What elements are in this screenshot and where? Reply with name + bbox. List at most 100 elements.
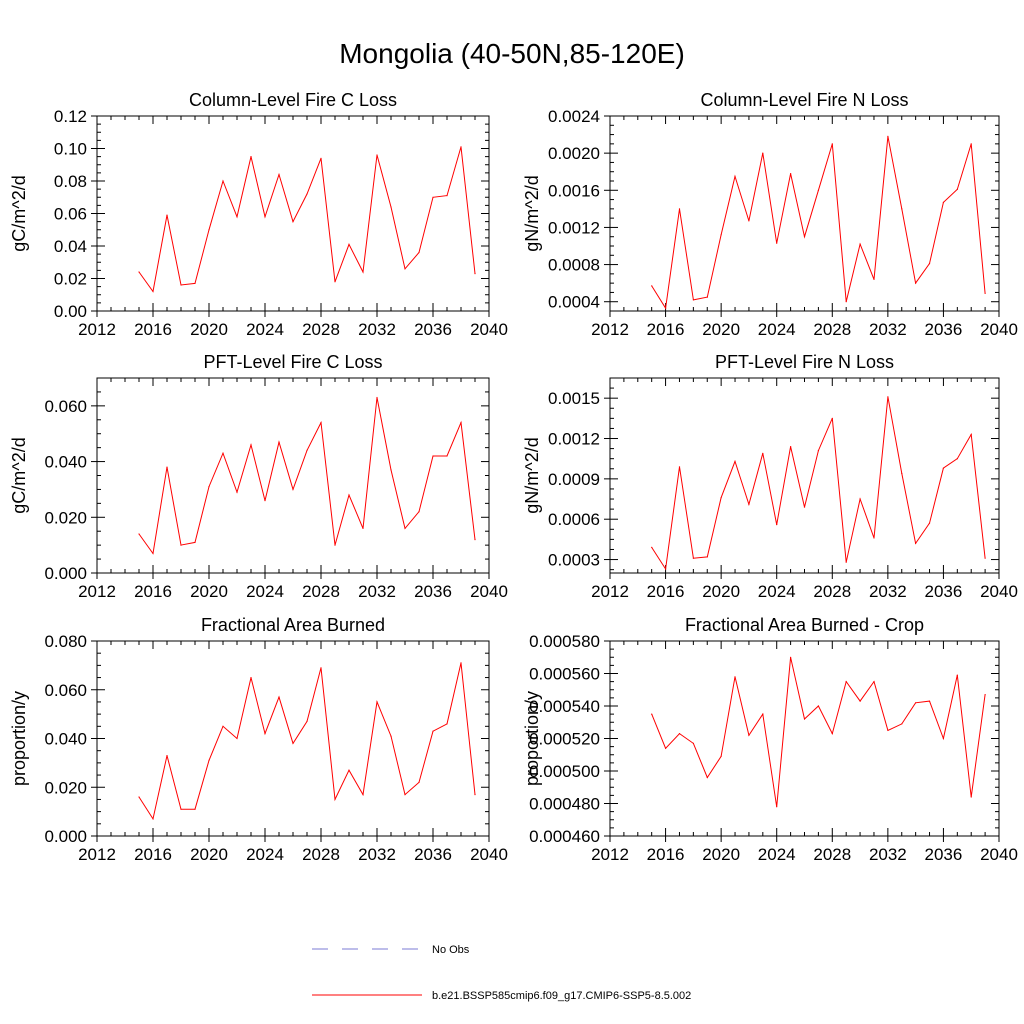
x-tick-label: 2028 xyxy=(302,845,340,864)
y-tick-label: 0.02 xyxy=(54,270,87,289)
x-tick-label: 2016 xyxy=(647,582,685,601)
data-point xyxy=(376,154,378,156)
data-point xyxy=(306,193,308,195)
x-tick-label: 2036 xyxy=(414,845,452,864)
data-point xyxy=(928,522,931,524)
data-point xyxy=(776,242,778,244)
chart-panel-1: Column-Level Fire C Loss gC/m^2/d 2012 2016… xyxy=(9,90,508,339)
data-point xyxy=(222,452,224,454)
chart-panel-3: PFT-Level Fire C Loss gC/m^2/d 2012 2016 202… xyxy=(9,352,508,601)
data-point xyxy=(845,561,847,563)
data-point xyxy=(734,175,736,177)
x-tick-label: 2028 xyxy=(302,320,340,339)
chart-panel-4: PFT-Level Fire N Loss gN/m^2/d 2012 2016 202… xyxy=(522,352,1018,601)
data-point xyxy=(432,455,434,457)
y-tick-label: 0.020 xyxy=(44,508,87,527)
y-tick-label: 0.08 xyxy=(54,172,87,191)
x-tick-label: 2012 xyxy=(78,845,116,864)
x-tick-label: 2036 xyxy=(414,582,452,601)
data-point xyxy=(817,450,820,452)
y-tick-label: 0.0016 xyxy=(548,181,600,200)
y-axis-label: gN/m^2/d xyxy=(522,437,542,513)
y-tick-label: 0.0012 xyxy=(548,218,600,237)
chart-panel-5: Fractional Area Burned proportion/y 2012 20… xyxy=(9,615,508,864)
data-point xyxy=(845,681,847,683)
data-point xyxy=(376,701,378,703)
x-tick-label: 2020 xyxy=(702,582,740,601)
x-tick-label: 2024 xyxy=(758,582,796,601)
data-point xyxy=(180,544,182,546)
data-point xyxy=(692,557,695,559)
data-point xyxy=(446,195,448,197)
data-point xyxy=(320,422,322,424)
x-tick-label: 2024 xyxy=(758,845,796,864)
data-point xyxy=(320,157,322,159)
data-point xyxy=(292,488,294,490)
data-point xyxy=(706,556,708,558)
x-tick-label: 2032 xyxy=(869,582,907,601)
x-tick-label: 2028 xyxy=(813,320,851,339)
data-point xyxy=(887,396,889,398)
data-point xyxy=(166,466,168,468)
data-point xyxy=(984,694,986,696)
x-tick-label: 2012 xyxy=(78,320,116,339)
x-tick-label: 2036 xyxy=(925,582,963,601)
y-tick-label: 0.040 xyxy=(44,453,87,472)
y-tick-label: 0.000540 xyxy=(529,697,600,716)
data-point xyxy=(236,737,238,740)
data-point xyxy=(180,284,182,286)
data-point xyxy=(376,396,378,399)
data-point xyxy=(152,552,154,555)
data-point xyxy=(942,201,945,203)
data-point xyxy=(956,458,958,460)
x-tick-label: 2040 xyxy=(980,320,1018,339)
data-point xyxy=(432,196,434,198)
data-point xyxy=(418,511,420,513)
data-point xyxy=(720,755,722,758)
x-tick-label: 2036 xyxy=(925,320,963,339)
data-point xyxy=(264,500,266,502)
data-point xyxy=(152,290,154,293)
y-tick-label: 0.0006 xyxy=(548,510,600,529)
plot-frame xyxy=(96,377,490,574)
data-point xyxy=(250,444,252,446)
x-tick-label: 2016 xyxy=(134,320,172,339)
series-line xyxy=(138,146,476,293)
data-point xyxy=(692,742,695,745)
data-point xyxy=(166,755,168,757)
data-point xyxy=(278,441,280,443)
data-point xyxy=(859,700,861,702)
x-tick-label: 2040 xyxy=(470,582,508,601)
y-axis-label: proportion/y xyxy=(9,691,29,786)
x-tick-label: 2028 xyxy=(813,845,851,864)
data-point xyxy=(970,433,972,436)
data-point xyxy=(651,285,653,287)
data-point xyxy=(404,527,406,530)
data-point xyxy=(859,243,861,245)
panel-title: PFT-Level Fire C Loss xyxy=(203,352,382,372)
data-point xyxy=(915,542,917,545)
data-point xyxy=(404,268,406,270)
y-tick-label: 0.0024 xyxy=(548,107,600,126)
x-tick-label: 2012 xyxy=(78,582,116,601)
x-tick-label: 2016 xyxy=(134,845,172,864)
y-tick-label: 0.12 xyxy=(54,107,87,126)
data-point xyxy=(320,667,322,669)
data-point xyxy=(928,700,931,702)
y-axis-label: proportion/y xyxy=(522,691,542,786)
x-tick-label: 2040 xyxy=(470,320,508,339)
data-point xyxy=(845,301,847,303)
data-point xyxy=(460,422,462,424)
data-point xyxy=(678,466,681,468)
data-point xyxy=(474,539,476,541)
x-tick-label: 2032 xyxy=(869,320,907,339)
x-tick-label: 2028 xyxy=(302,582,340,601)
x-tick-label: 2020 xyxy=(190,582,228,601)
y-tick-label: 0.060 xyxy=(44,397,87,416)
x-tick-label: 2012 xyxy=(591,582,629,601)
x-tick-label: 2028 xyxy=(813,582,851,601)
x-tick-label: 2032 xyxy=(358,582,396,601)
y-tick-label: 0.04 xyxy=(54,237,87,256)
data-point xyxy=(334,798,336,801)
data-point xyxy=(362,527,364,530)
